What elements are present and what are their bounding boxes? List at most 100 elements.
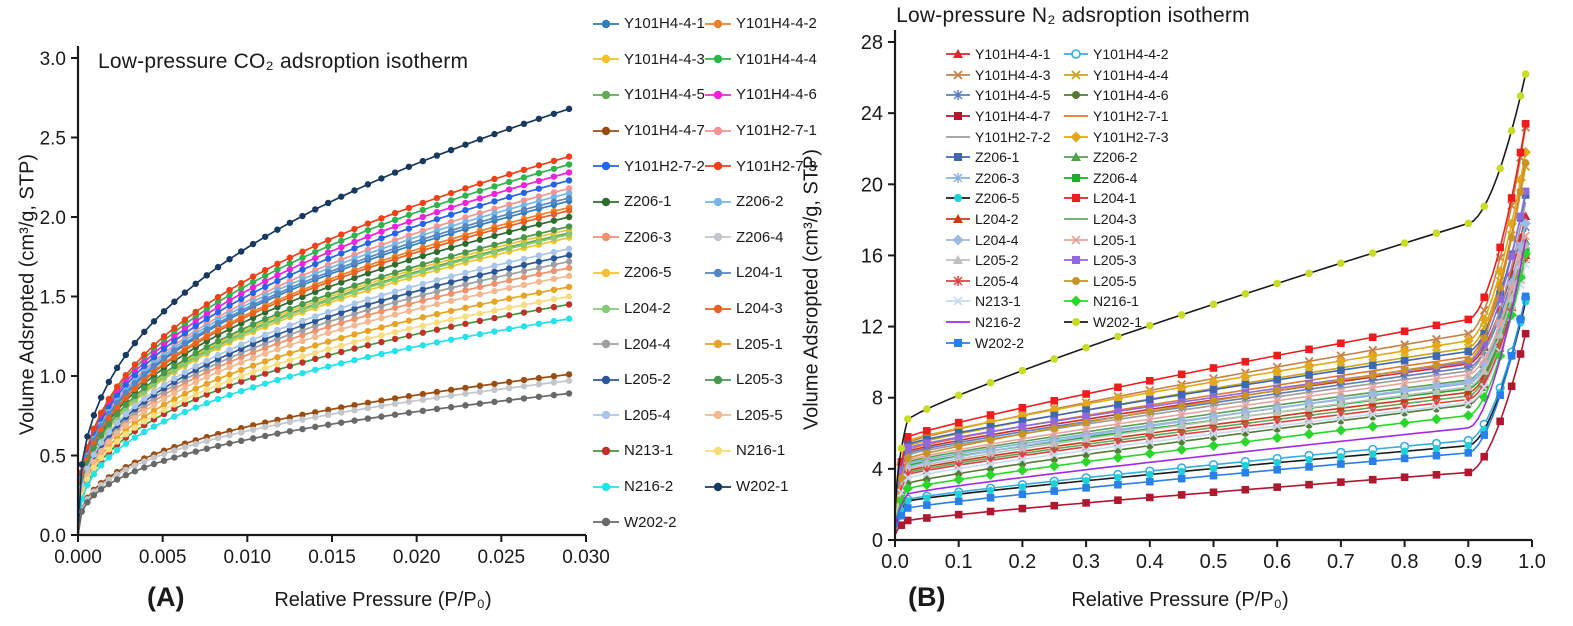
legend-label: Z206-2: [736, 193, 784, 211]
marker-circle: [261, 419, 269, 426]
legend-label: Y101H4-4-3: [624, 50, 705, 68]
marker-square: [1146, 477, 1154, 486]
marker-diamond: [1176, 444, 1187, 455]
marker-circle: [565, 258, 573, 265]
legend-label: Y101H4-4-5: [975, 87, 1051, 104]
marker-triangle: [922, 459, 932, 469]
marker-circle: [447, 392, 455, 399]
legend-swatch-Z206-5: [946, 194, 970, 203]
marker-circle: [299, 337, 306, 345]
marker-circle: [324, 345, 332, 353]
marker-circle: [550, 248, 558, 256]
marker-circle: [249, 284, 257, 291]
marker-circle: [105, 476, 113, 483]
marker-circle: [1209, 397, 1218, 405]
marker-circle: [274, 310, 281, 318]
marker-circle: [550, 303, 558, 311]
marker-circle: [491, 274, 498, 281]
marker-triangle: [1113, 429, 1123, 439]
marker-x: [1240, 425, 1250, 435]
marker-circle: [122, 351, 130, 359]
series-line: [894, 201, 1527, 515]
marker-circle: [312, 260, 319, 268]
marker-circle: [286, 331, 294, 338]
legend-swatch-Y101H4-4-2: [705, 19, 731, 28]
marker-circle: [351, 305, 358, 312]
marker-circle: [299, 369, 306, 377]
legend-swatch-Y101H2-7-1: [1064, 115, 1088, 117]
marker-circle: [214, 342, 222, 350]
marker-circle: [520, 382, 528, 390]
marker-diamond: [1399, 417, 1410, 429]
marker-square: [1082, 499, 1090, 507]
series-N216-1: [77, 293, 573, 536]
marker-circle: [299, 416, 306, 423]
marker-x: [954, 464, 964, 474]
marker-square: [903, 433, 912, 441]
marker-square: [923, 435, 931, 444]
marker-circle: [601, 517, 611, 527]
legend-label: Y101H4-4-2: [1093, 46, 1169, 63]
marker-circle: [249, 326, 257, 334]
marker-circle: [1273, 458, 1281, 467]
marker-circle: [226, 346, 233, 353]
x-tick-label: 0.025: [478, 547, 526, 568]
marker-circle: [447, 197, 455, 204]
marker-circle: [1507, 233, 1516, 242]
marker-x: [1304, 391, 1314, 401]
legend-item-L205-2: L205-2: [945, 252, 1063, 268]
marker-circle: [299, 317, 306, 324]
marker-circle: [391, 216, 399, 224]
marker-circle: [462, 249, 469, 256]
marker-circle: [249, 336, 257, 343]
marker-circle: [324, 269, 332, 276]
marker-circle: [150, 423, 158, 430]
series-N216-1: [894, 248, 1531, 525]
marker-circle: [299, 425, 306, 433]
marker-circle: [565, 153, 573, 160]
marker-diamond: [1431, 380, 1442, 392]
marker-circle: [249, 384, 257, 391]
series-line: [894, 123, 1527, 509]
marker-circle: [113, 446, 121, 454]
marker-circle: [903, 415, 912, 423]
marker-circle: [535, 169, 543, 177]
marker-triangle: [1304, 403, 1314, 412]
legend-swatch-Z206-1: [593, 197, 619, 206]
marker-square: [1480, 293, 1489, 302]
series-line: [894, 166, 1527, 512]
marker-square: [1496, 391, 1504, 400]
marker-circle: [105, 415, 113, 422]
marker-circle: [214, 337, 222, 345]
marker-circle: [1050, 480, 1059, 488]
marker-circle: [274, 354, 281, 361]
marker-circle: [419, 252, 427, 260]
marker-circle: [351, 238, 358, 246]
marker-circle: [378, 302, 385, 310]
series-line: [894, 248, 1527, 520]
marker-circle: [986, 436, 995, 444]
marker-circle: [105, 378, 113, 386]
marker-circle: [550, 318, 558, 325]
legend-label: L205-2: [975, 252, 1019, 269]
marker-circle: [192, 379, 199, 386]
marker-circle: [405, 295, 413, 302]
marker-circle: [378, 292, 385, 299]
marker-circle: [419, 322, 427, 329]
marker-circle: [299, 293, 306, 301]
legend-swatch-L205-1: [705, 339, 731, 349]
marker-diamond: [1399, 345, 1410, 357]
marker-circle: [419, 314, 427, 321]
marker-circle: [312, 413, 319, 421]
marker-circle: [274, 340, 281, 347]
marker-circle: [324, 329, 332, 337]
marker-circle: [299, 248, 306, 255]
legend-swatch-W202-1: [1064, 318, 1088, 327]
marker-circle: [238, 248, 245, 255]
marker-circle: [520, 323, 528, 330]
marker-circle: [84, 433, 91, 440]
marker-diamond: [1303, 360, 1315, 372]
legend-item-Y101H4-4-5: Y101H4-4-5: [592, 86, 705, 103]
marker-diamond: [952, 234, 964, 246]
marker-circle: [565, 105, 573, 113]
